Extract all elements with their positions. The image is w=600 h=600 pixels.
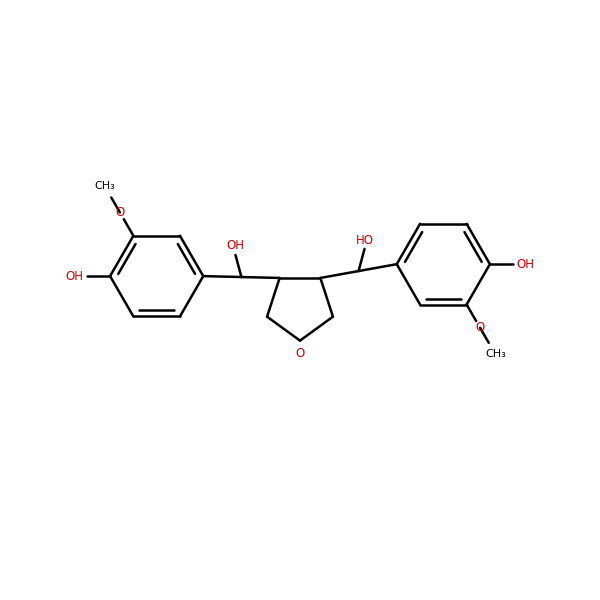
Text: O: O xyxy=(295,347,305,360)
Text: CH₃: CH₃ xyxy=(485,349,506,359)
Text: O: O xyxy=(475,321,485,334)
Text: O: O xyxy=(115,206,125,219)
Text: HO: HO xyxy=(356,233,374,247)
Text: OH: OH xyxy=(226,239,244,253)
Text: CH₃: CH₃ xyxy=(94,181,115,191)
Text: OH: OH xyxy=(65,269,83,283)
Text: OH: OH xyxy=(517,257,535,271)
